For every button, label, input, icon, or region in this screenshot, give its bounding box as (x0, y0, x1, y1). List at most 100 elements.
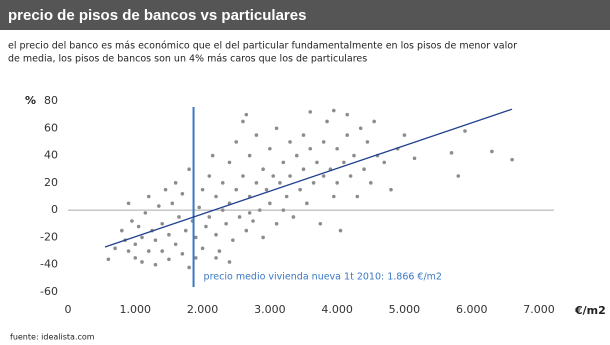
point (207, 174, 212, 178)
point (180, 252, 185, 256)
point (315, 160, 319, 165)
point (167, 232, 171, 237)
point (234, 187, 239, 192)
point (358, 126, 363, 131)
point (284, 194, 289, 199)
point (167, 257, 171, 262)
point (146, 249, 151, 253)
point (342, 160, 346, 165)
point (244, 228, 249, 233)
point (325, 119, 329, 124)
point (463, 129, 467, 133)
point (136, 224, 141, 229)
point (264, 187, 269, 192)
y-tick-label: 80 (44, 94, 58, 107)
x-axis-label: €/m2 (574, 304, 606, 317)
point (177, 215, 181, 219)
point (227, 260, 232, 264)
point (241, 174, 245, 178)
point (365, 140, 370, 144)
y-tick-label: -40 (40, 258, 58, 271)
point (231, 238, 235, 242)
point (126, 249, 131, 253)
y-tick-label: -60 (40, 285, 58, 298)
subtitle: el precio del banco es más económico que… (8, 41, 517, 52)
x-tick-label: 7.000 (523, 303, 555, 316)
y-tick-label: 0 (51, 203, 58, 216)
point (382, 160, 387, 165)
point (173, 242, 178, 247)
point (214, 232, 218, 237)
point (345, 133, 350, 137)
point (133, 256, 138, 260)
point (120, 228, 124, 233)
point (194, 235, 198, 240)
point (113, 246, 117, 251)
point (278, 181, 282, 185)
y-tick-label: 40 (44, 149, 58, 162)
y-axis-label: % (25, 94, 36, 107)
point (194, 256, 198, 260)
point (173, 181, 178, 185)
y-tick-label: 20 (44, 176, 58, 189)
point (261, 235, 265, 240)
point (456, 174, 461, 178)
point (331, 108, 336, 113)
point (143, 211, 148, 215)
point (261, 167, 265, 172)
point (153, 262, 158, 267)
point (257, 208, 262, 212)
point (510, 157, 514, 162)
point (200, 187, 205, 192)
point (224, 221, 228, 226)
point (490, 149, 494, 154)
point (207, 215, 212, 219)
point (268, 146, 272, 151)
point (271, 174, 276, 178)
y-tick-label: 60 (44, 121, 58, 134)
point (318, 221, 323, 226)
point (412, 156, 417, 161)
point (254, 181, 259, 185)
point (355, 194, 360, 199)
point (160, 221, 164, 226)
point (402, 133, 407, 137)
point (140, 235, 144, 240)
point (321, 140, 326, 144)
x-tick-label: 0 (65, 303, 72, 316)
point (210, 153, 215, 158)
point (254, 133, 259, 137)
point (281, 208, 286, 212)
point (321, 174, 326, 178)
x-tick-label: 1.000 (120, 303, 152, 316)
point (335, 181, 339, 185)
point (338, 228, 343, 233)
point (197, 205, 202, 210)
point (291, 215, 296, 219)
point (368, 181, 373, 185)
source: fuente: idealista.com (10, 333, 95, 342)
trend-line (104, 108, 513, 248)
point (288, 174, 292, 178)
point (268, 201, 272, 206)
y-tick-label: -20 (40, 230, 58, 243)
x-tick-label: 6.000 (456, 303, 488, 316)
header-bar (0, 0, 610, 30)
point (308, 146, 313, 151)
point (274, 126, 279, 131)
reference-label: precio medio vivienda nueva 1t 2010: 1.8… (204, 272, 442, 283)
x-tick-label: 3.000 (254, 303, 286, 316)
point (153, 238, 158, 242)
point (214, 194, 218, 199)
point (311, 181, 316, 185)
point (130, 219, 134, 223)
point (288, 140, 292, 144)
point (170, 201, 175, 206)
point (372, 119, 376, 124)
point (180, 191, 185, 196)
point (214, 256, 218, 260)
chart-title: precio de pisos de bancos vs particulare… (8, 7, 306, 24)
point (305, 201, 309, 206)
point (237, 215, 242, 219)
